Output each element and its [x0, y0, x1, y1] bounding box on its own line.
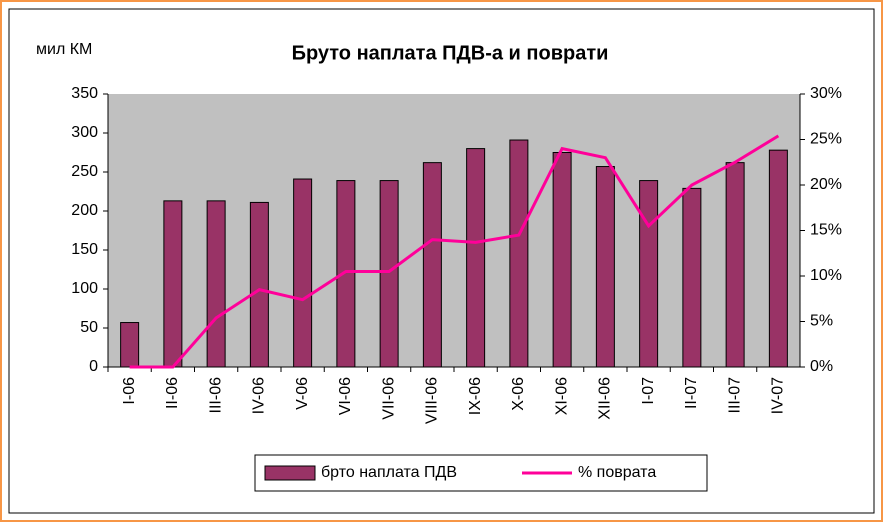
bar: [249, 201, 269, 368]
legend-swatch: [264, 465, 316, 481]
y-tick-label: 300: [71, 124, 98, 141]
y-tick-label: 50: [80, 319, 98, 336]
bar: [552, 152, 572, 368]
y-tick-label: 100: [71, 280, 98, 297]
x-tick-label: I-06: [121, 377, 138, 405]
y2-tick-label: 0%: [810, 358, 833, 375]
x-tick-label: IV-06: [251, 377, 268, 414]
bar: [379, 180, 399, 368]
bar: [682, 187, 702, 368]
x-tick-label: VII-06: [380, 377, 397, 420]
x-tick-label: III-07: [726, 377, 743, 414]
bar: [768, 149, 788, 368]
y2-tick-label: 20%: [810, 176, 842, 193]
bar: [639, 180, 659, 368]
y2-tick-label: 10%: [810, 267, 842, 284]
x-tick-label: IX-06: [467, 377, 484, 415]
x-tick-label: I-07: [640, 377, 657, 405]
bar: [206, 200, 226, 368]
y2-tick-label: 5%: [810, 313, 833, 330]
line: [129, 134, 780, 369]
bar: [163, 200, 183, 368]
x-tick-label: VIII-06: [424, 377, 441, 424]
x-tick-label: XII-06: [597, 377, 614, 420]
bar: [120, 322, 140, 368]
legend-label: % поврата: [578, 464, 656, 481]
legend-label: брто наплата ПДВ: [321, 464, 457, 481]
y-tick-label: 250: [71, 163, 98, 180]
y-tick-label: 0: [89, 358, 98, 375]
y-axis-label: мил КМ: [36, 41, 92, 58]
x-tick-label: IV-07: [770, 377, 787, 414]
chart-title: Бруто наплата ПДВ-а и поврати: [292, 42, 609, 64]
y2-tick-label: 15%: [810, 222, 842, 239]
bar: [422, 162, 442, 368]
x-tick-label: X-06: [510, 377, 527, 411]
y2-tick-label: 30%: [810, 85, 842, 102]
bar: [595, 166, 615, 368]
bar: [466, 148, 486, 368]
bar: [725, 162, 745, 368]
bar: [509, 139, 529, 368]
x-tick-label: III-06: [207, 377, 224, 414]
bar: [293, 178, 313, 368]
x-tick-label: VI-06: [337, 377, 354, 415]
y2-tick-label: 25%: [810, 131, 842, 148]
x-tick-label: XI-06: [553, 377, 570, 415]
legend: [254, 454, 708, 492]
y-tick-label: 150: [71, 241, 98, 258]
x-tick-label: II-07: [683, 377, 700, 409]
y-tick-label: 200: [71, 202, 98, 219]
x-tick-label: V-06: [294, 377, 311, 410]
y-tick-label: 350: [71, 85, 98, 102]
x-tick-label: II-06: [164, 377, 181, 409]
bar: [336, 180, 356, 368]
